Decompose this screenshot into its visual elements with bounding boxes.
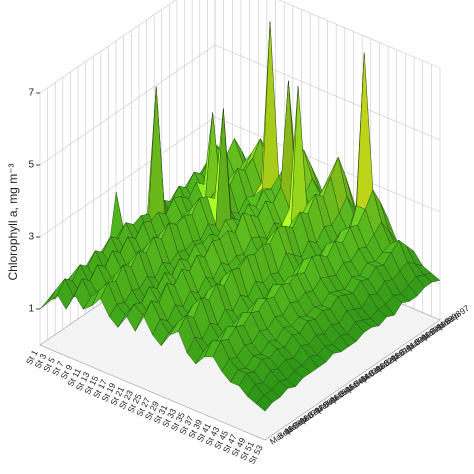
z-tick-label: 1	[28, 304, 34, 315]
z-tick-label: 7	[28, 88, 34, 99]
surface-patch	[262, 21, 279, 189]
grid-line	[39, 0, 441, 94]
grid-line	[39, 44, 441, 166]
surface-patch	[256, 394, 273, 412]
surface-patch	[356, 52, 374, 210]
z-tick-label: 5	[28, 160, 34, 171]
z-tick-label: 3	[28, 232, 34, 243]
z-axis-label: Chlorophyll a, mg m⁻³	[6, 163, 20, 280]
